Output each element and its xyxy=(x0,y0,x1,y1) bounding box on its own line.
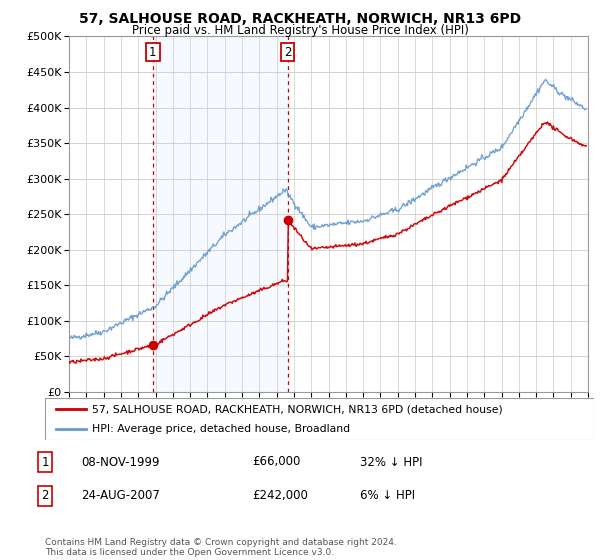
Bar xyxy=(153,36,287,392)
Text: 1: 1 xyxy=(41,455,49,469)
Text: £242,000: £242,000 xyxy=(252,489,308,502)
Text: 08-NOV-1999: 08-NOV-1999 xyxy=(81,455,160,469)
Text: Contains HM Land Registry data © Crown copyright and database right 2024.
This d: Contains HM Land Registry data © Crown c… xyxy=(45,538,397,557)
Text: 2: 2 xyxy=(41,489,49,502)
Text: 32% ↓ HPI: 32% ↓ HPI xyxy=(360,455,422,469)
Text: 2: 2 xyxy=(284,45,292,59)
Text: £66,000: £66,000 xyxy=(252,455,301,469)
FancyBboxPatch shape xyxy=(45,398,594,440)
Text: 57, SALHOUSE ROAD, RACKHEATH, NORWICH, NR13 6PD: 57, SALHOUSE ROAD, RACKHEATH, NORWICH, N… xyxy=(79,12,521,26)
Text: 1: 1 xyxy=(149,45,157,59)
Text: HPI: Average price, detached house, Broadland: HPI: Average price, detached house, Broa… xyxy=(92,424,350,434)
Text: Price paid vs. HM Land Registry's House Price Index (HPI): Price paid vs. HM Land Registry's House … xyxy=(131,24,469,36)
Text: 57, SALHOUSE ROAD, RACKHEATH, NORWICH, NR13 6PD (detached house): 57, SALHOUSE ROAD, RACKHEATH, NORWICH, N… xyxy=(92,404,502,414)
Text: 6% ↓ HPI: 6% ↓ HPI xyxy=(360,489,415,502)
Text: 24-AUG-2007: 24-AUG-2007 xyxy=(81,489,160,502)
